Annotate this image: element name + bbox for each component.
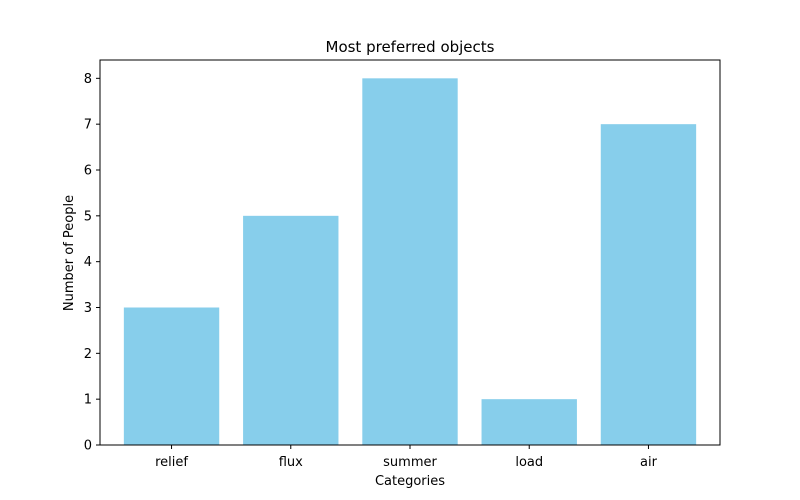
y-axis-ticks: 0 1 2 3 4 5 6 7 8 <box>84 72 100 454</box>
x-tick-label: air <box>640 455 658 470</box>
x-tick-label: summer <box>383 455 437 470</box>
plot-frame <box>99 59 721 446</box>
y-tick-label: 0 <box>84 439 92 454</box>
bar-relief <box>123 307 220 445</box>
x-tick-label: relief <box>155 455 188 470</box>
y-tick-label: 2 <box>84 347 92 362</box>
y-tick-label: 7 <box>84 118 92 133</box>
bar-load <box>481 399 577 445</box>
y-tick-label: 5 <box>84 209 92 224</box>
bars-layer <box>123 78 697 446</box>
x-tick-label: load <box>515 455 543 470</box>
bar-flux <box>243 215 339 445</box>
bar-summer <box>362 78 458 445</box>
y-tick-label: 3 <box>84 301 92 316</box>
y-tick-label: 8 <box>84 72 92 87</box>
x-axis-label: Categories <box>375 474 445 489</box>
y-tick-label: 4 <box>84 255 92 270</box>
y-tick-label: 6 <box>84 164 92 179</box>
y-tick-label: 1 <box>84 393 92 408</box>
x-tick-label: flux <box>279 455 303 470</box>
y-axis-label: Number of People <box>62 195 77 311</box>
x-axis-ticks: relief flux summer load air <box>155 445 658 470</box>
bar-air <box>600 124 697 446</box>
chart-title: Most preferred objects <box>326 38 495 56</box>
